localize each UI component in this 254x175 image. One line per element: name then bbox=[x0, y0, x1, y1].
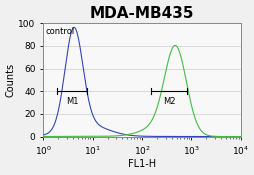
Title: MDA-MB435: MDA-MB435 bbox=[89, 6, 194, 20]
Text: M1: M1 bbox=[65, 97, 78, 106]
Text: M2: M2 bbox=[162, 97, 175, 106]
Y-axis label: Counts: Counts bbox=[6, 63, 15, 97]
X-axis label: FL1-H: FL1-H bbox=[128, 159, 155, 169]
Text: control: control bbox=[45, 27, 75, 36]
